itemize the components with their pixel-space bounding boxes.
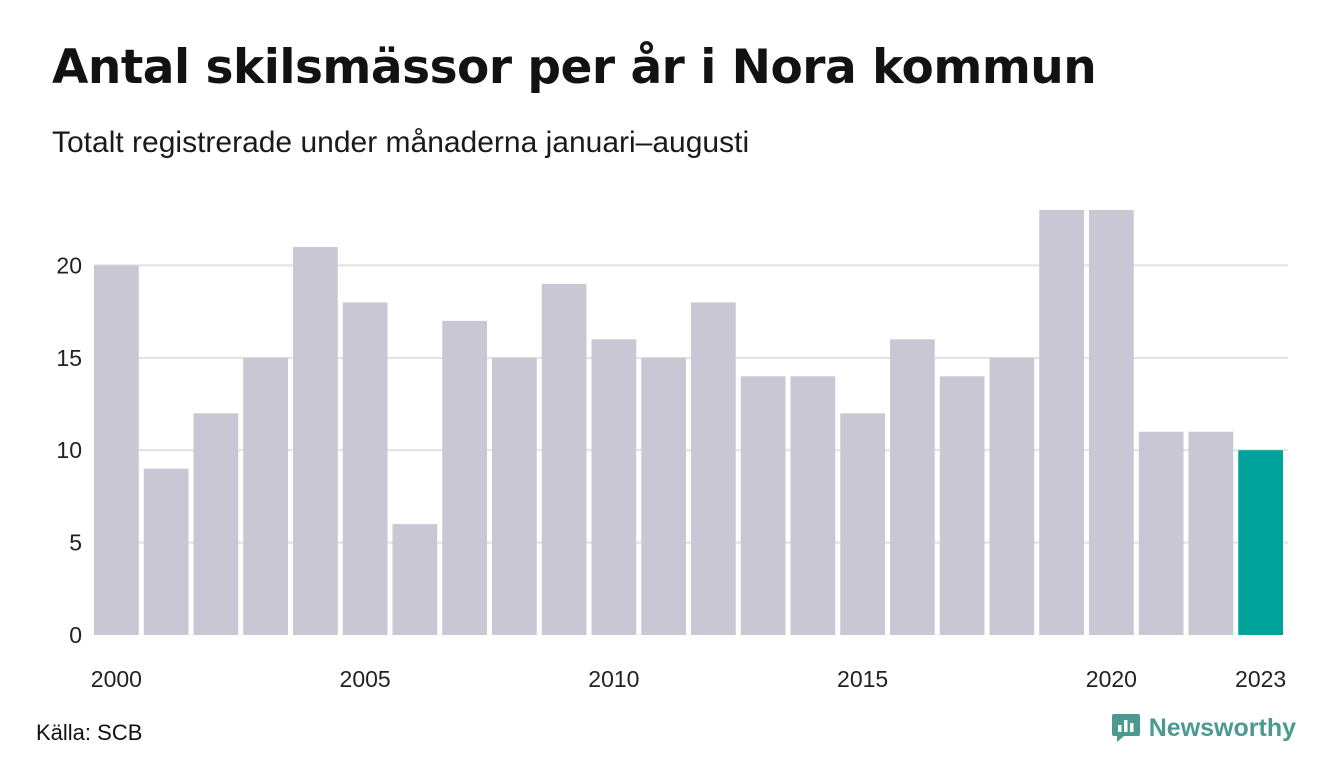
bar-2018 bbox=[989, 357, 1035, 635]
bar-2023 bbox=[1238, 450, 1283, 635]
bar-2000 bbox=[94, 265, 139, 635]
bar-2009 bbox=[541, 283, 587, 635]
source-note: Källa: SCB bbox=[36, 720, 143, 745]
bar-2003 bbox=[243, 357, 288, 635]
y-tick-label: 10 bbox=[56, 437, 82, 463]
y-axis-ticks: 0 5 10 15 20 bbox=[56, 252, 82, 648]
bars bbox=[94, 210, 1283, 635]
bar-2007 bbox=[442, 320, 487, 635]
bar-2013 bbox=[740, 376, 786, 635]
x-tick-label: 2000 bbox=[91, 666, 142, 692]
bar-2020 bbox=[1089, 210, 1134, 635]
bar-2019 bbox=[1039, 210, 1084, 635]
x-tick-label: 2015 bbox=[837, 666, 888, 692]
bar-2002 bbox=[193, 413, 239, 635]
y-tick-label: 5 bbox=[69, 530, 82, 556]
bar-2012 bbox=[691, 302, 736, 635]
y-tick-label: 15 bbox=[56, 345, 82, 371]
x-axis-ticks: 2000 2005 2010 2015 2020 2023 bbox=[91, 666, 1286, 692]
chart-title: Antal skilsmässor per år i Nora kommun bbox=[52, 40, 1097, 95]
bar-2011 bbox=[641, 357, 686, 635]
chart-subtitle: Totalt registrerade under månaderna janu… bbox=[52, 126, 750, 159]
x-tick-label: 2010 bbox=[588, 666, 639, 692]
y-tick-label: 0 bbox=[69, 622, 82, 648]
bar-2015 bbox=[840, 413, 885, 635]
bar-2022 bbox=[1188, 431, 1234, 635]
bar-2014 bbox=[790, 376, 836, 635]
chart-speech-bubble-icon bbox=[1111, 714, 1140, 742]
bar-2001 bbox=[143, 468, 189, 635]
brand-name: Newsworthy bbox=[1148, 713, 1296, 742]
bar-2005 bbox=[342, 302, 388, 635]
bar-2016 bbox=[890, 339, 935, 635]
bar-2010 bbox=[591, 339, 637, 635]
y-tick-label: 20 bbox=[56, 252, 82, 278]
bar-2017 bbox=[939, 376, 985, 635]
bar-2021 bbox=[1138, 431, 1184, 635]
bar-2006 bbox=[392, 524, 438, 635]
x-tick-label: 2005 bbox=[340, 666, 391, 692]
x-tick-label: 2020 bbox=[1086, 666, 1137, 692]
bar-2008 bbox=[492, 357, 537, 635]
x-tick-label: 2023 bbox=[1235, 666, 1286, 692]
bar-2004 bbox=[293, 246, 338, 635]
brand-logo: Newsworthy bbox=[1111, 712, 1296, 744]
